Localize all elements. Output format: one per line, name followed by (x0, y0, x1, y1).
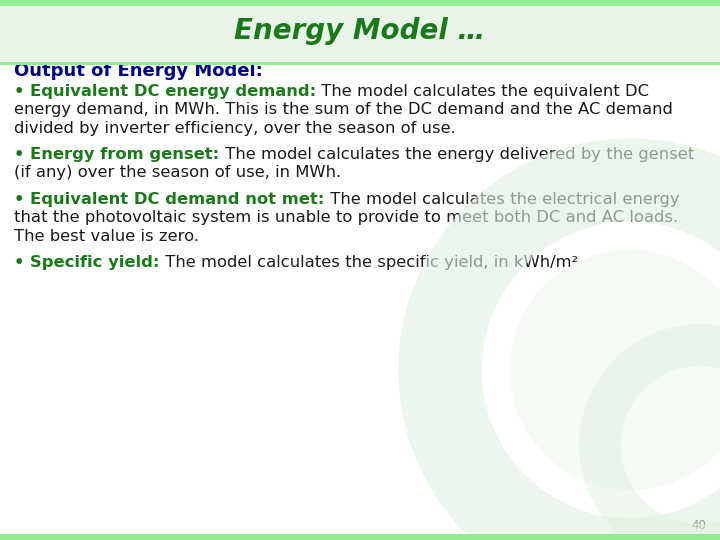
Text: Output of Energy Model:: Output of Energy Model: (14, 62, 263, 80)
Text: The model calculates the equivalent DC: The model calculates the equivalent DC (317, 84, 649, 99)
Circle shape (510, 250, 720, 490)
Text: The best value is zero.: The best value is zero. (14, 228, 199, 244)
Text: divided by inverter efficiency, over the season of use.: divided by inverter efficiency, over the… (14, 120, 456, 136)
Text: •: • (14, 147, 30, 162)
Text: •: • (14, 255, 30, 270)
Text: Specific yield:: Specific yield: (30, 255, 160, 270)
Text: The model calculates the specific yield, in kWh/m²: The model calculates the specific yield,… (160, 255, 578, 270)
Text: energy demand, in MWh. This is the sum of the DC demand and the AC demand: energy demand, in MWh. This is the sum o… (14, 102, 673, 117)
Text: Equivalent DC demand not met:: Equivalent DC demand not met: (30, 192, 325, 207)
Text: The model calculates the electrical energy: The model calculates the electrical ener… (325, 192, 679, 207)
Text: Energy Model …: Energy Model … (235, 17, 485, 45)
Text: 40: 40 (691, 519, 706, 532)
Text: Equivalent DC energy demand:: Equivalent DC energy demand: (30, 84, 317, 99)
Text: •: • (14, 84, 30, 99)
Text: The model calculates the energy delivered by the genset: The model calculates the energy delivere… (220, 147, 694, 162)
Text: (if any) over the season of use, in MWh.: (if any) over the season of use, in MWh. (14, 165, 341, 180)
Text: that the photovoltaic system is unable to provide to meet both DC and AC loads.: that the photovoltaic system is unable t… (14, 210, 678, 225)
Text: Energy from genset:: Energy from genset: (30, 147, 220, 162)
Text: •: • (14, 192, 30, 207)
